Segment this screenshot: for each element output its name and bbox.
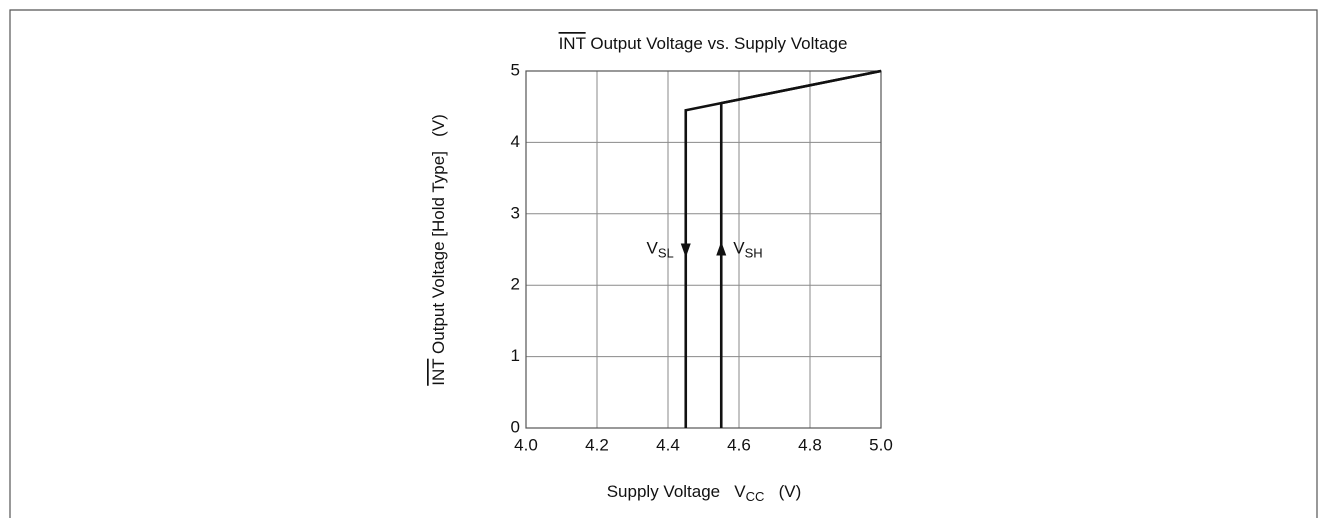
x-tick-label: 5.0: [869, 435, 893, 454]
y-tick-label: 2: [511, 275, 520, 294]
x-tick-label: 4.8: [798, 435, 822, 454]
x-tick-label: 4.6: [727, 435, 751, 454]
arrow-head: [716, 241, 727, 256]
chart-title: INT Output Voltage vs. Supply Voltage: [559, 34, 848, 53]
figure-frame: [9, 9, 1318, 518]
y-tick-label: 0: [511, 417, 520, 436]
x-tick-label: 4.0: [514, 435, 538, 454]
ylabel-text: Output Voltage [Hold Type] (V): [429, 114, 448, 358]
x-tick-label: 4.4: [656, 435, 680, 454]
y-tick-label: 4: [511, 132, 520, 151]
annotation-text: V: [647, 239, 659, 258]
y-tick-label: 1: [511, 346, 520, 365]
title-overline: INT: [559, 34, 586, 53]
ylabel-overline: INT: [429, 359, 448, 386]
annotation: VSL: [647, 239, 674, 261]
xlabel-sub: CC: [746, 489, 765, 504]
x-axis-label: Supply Voltage VCC (V): [607, 482, 802, 504]
data-line: [684, 69, 882, 428]
y-tick-label: 5: [511, 60, 520, 79]
title-text: Output Voltage vs. Supply Voltage: [586, 34, 848, 53]
xlabel-after: (V): [764, 482, 801, 501]
arrow-head: [680, 243, 691, 258]
xlabel-text: Supply Voltage V: [607, 482, 747, 501]
annotation: VSH: [733, 239, 762, 261]
annotation-sub: SL: [658, 246, 674, 261]
plot-frame: [525, 70, 882, 429]
annotation-text: V: [733, 239, 745, 258]
y-tick-label: 3: [511, 203, 520, 222]
x-tick-label: 4.2: [585, 435, 609, 454]
y-axis-label: INT Output Voltage [Hold Type] (V): [429, 114, 448, 386]
annotation-sub: SH: [745, 246, 763, 261]
data-line: [719, 69, 882, 428]
